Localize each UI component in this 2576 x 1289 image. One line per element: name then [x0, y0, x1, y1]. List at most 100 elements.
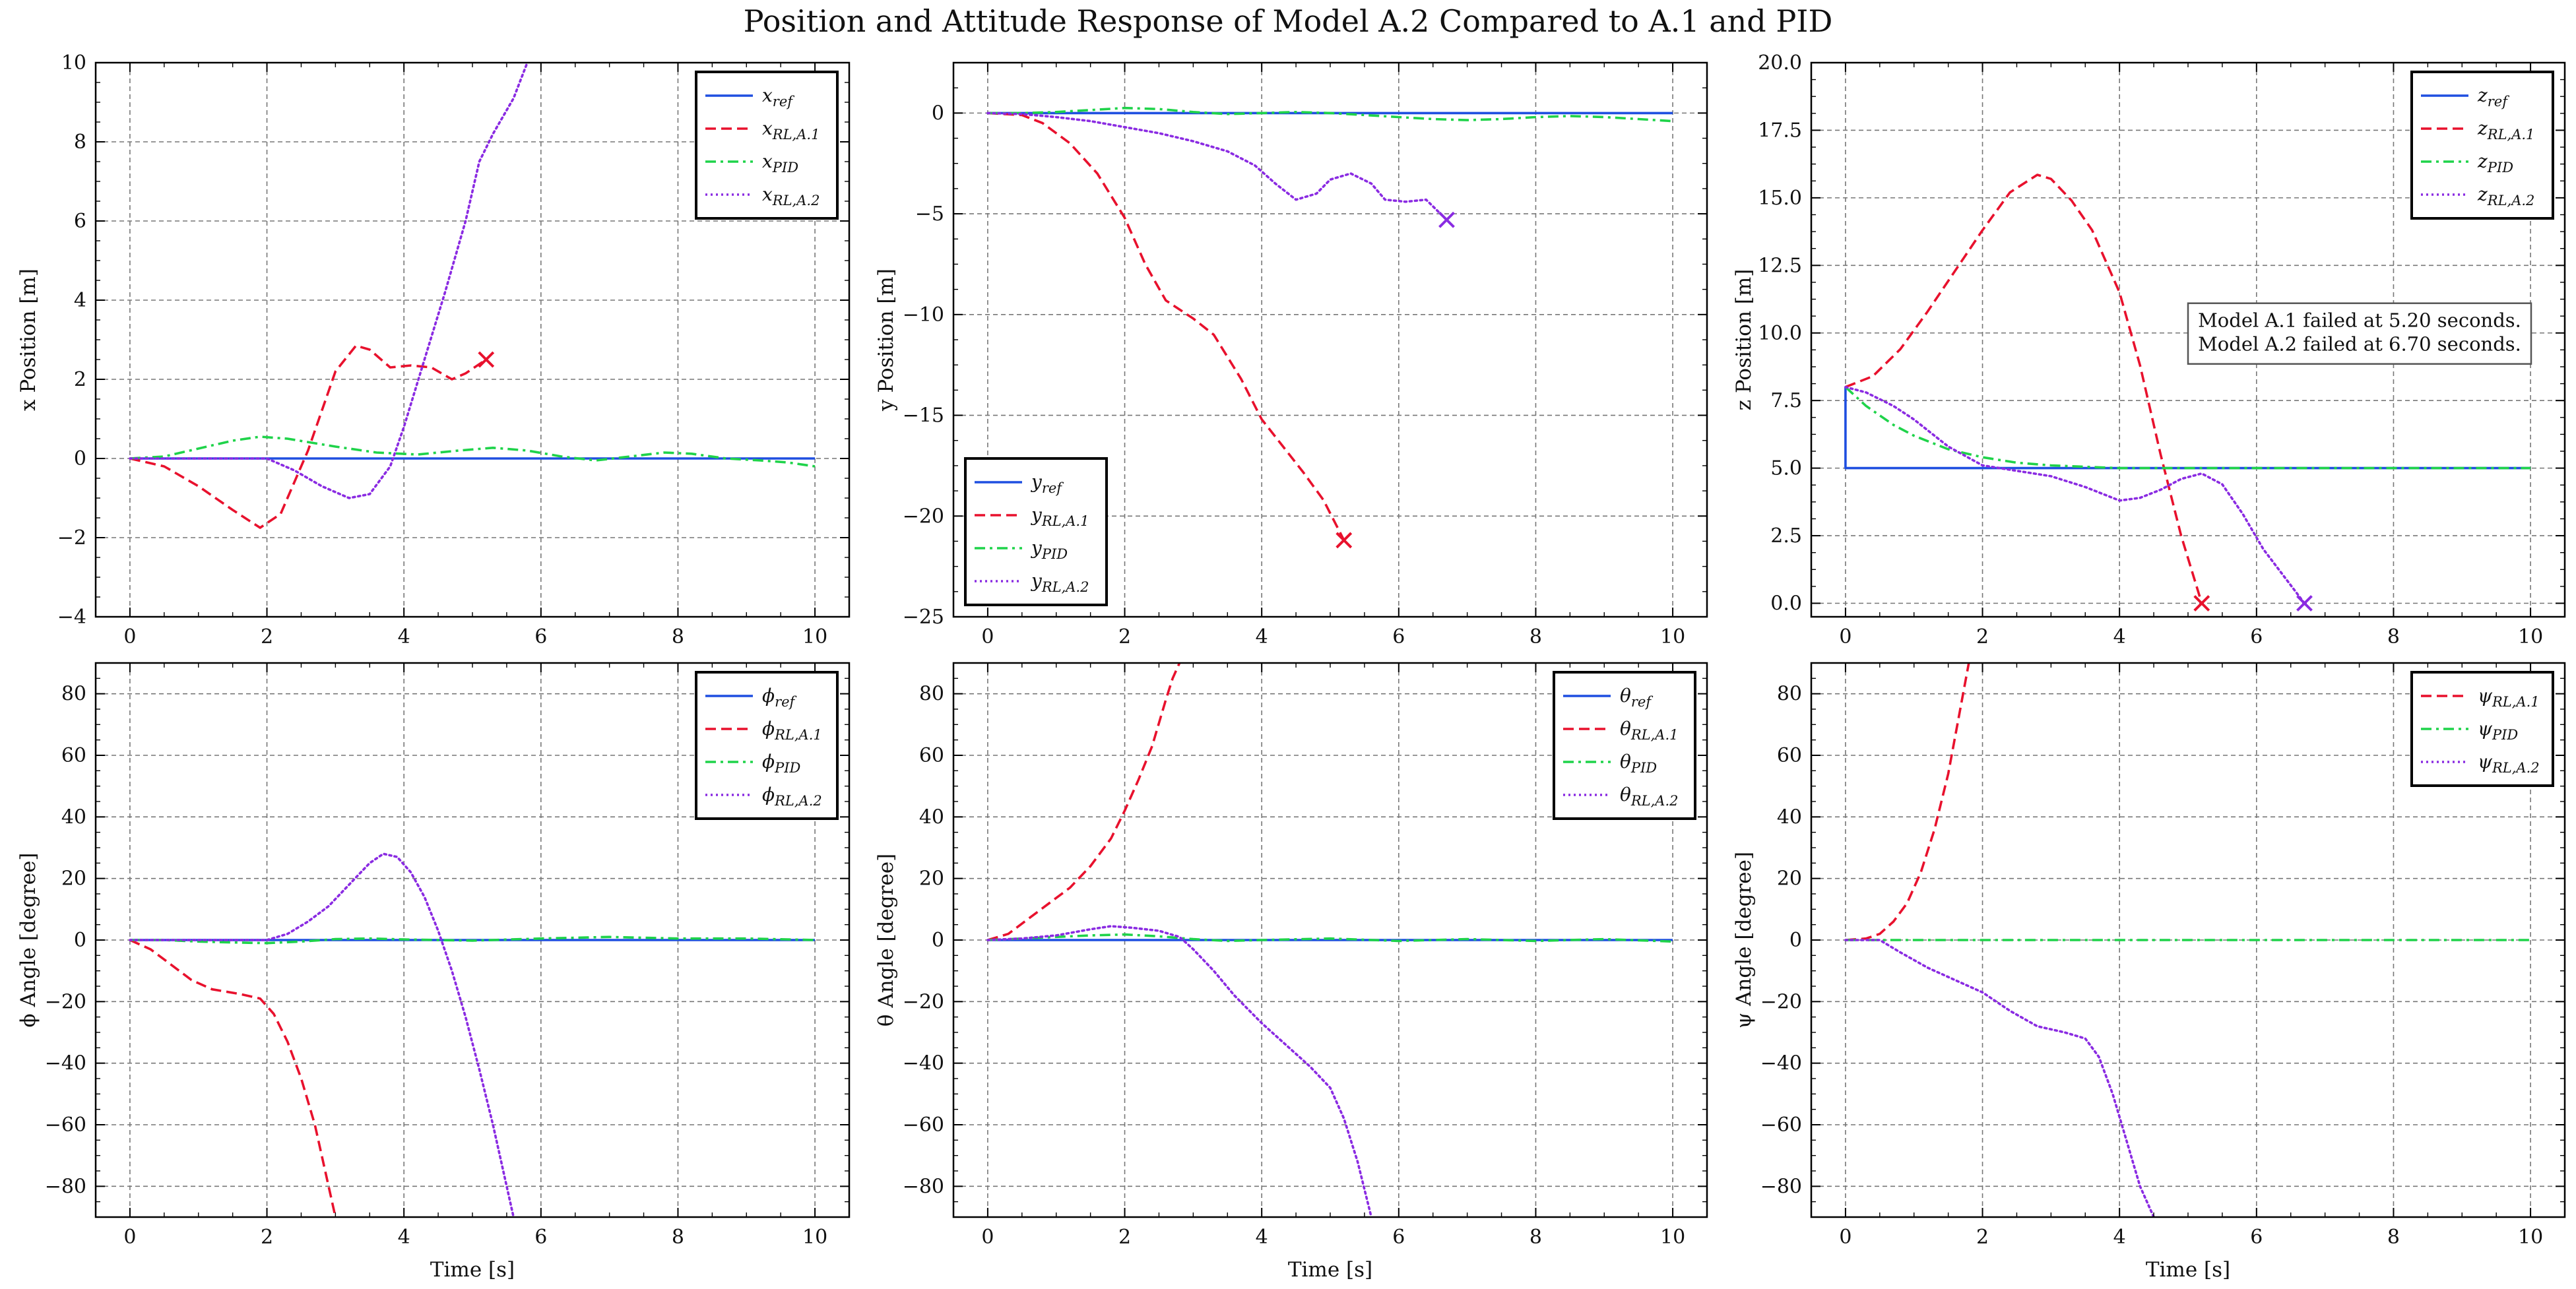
failure-marker: [2193, 595, 2210, 612]
y-tick-label: 2: [74, 368, 86, 391]
legend-label: yref: [1030, 471, 1064, 496]
series-line-a1: [129, 939, 337, 1217]
y-tick-label: 60: [919, 744, 944, 767]
x-tick-label: 0: [981, 625, 994, 648]
series-line-ref: [1844, 387, 2531, 470]
legend-label: ϕPID: [762, 751, 801, 776]
annotation-line: Model A.2 failed at 6.70 seconds.: [2198, 333, 2521, 356]
y-tick-label: 40: [61, 805, 86, 829]
y-tick-label: −40: [903, 1052, 944, 1075]
legend-label: θRL,A.2: [1620, 784, 1679, 809]
y-tick-label: −4: [57, 606, 86, 629]
y-tick-label: −10: [903, 303, 944, 327]
legend-label: ψRL,A.2: [2478, 751, 2540, 776]
y-tick-label: −80: [45, 1175, 86, 1198]
y-tick-label: 8: [74, 131, 86, 154]
legend-label: ψRL,A.1: [2478, 685, 2540, 710]
legend-label: ϕRL,A.1: [762, 718, 822, 743]
y-tick-label: −5: [915, 203, 944, 226]
failure-marker: [1438, 211, 1455, 228]
y-tick-label: 0: [932, 929, 944, 952]
y-tick-label: −60: [903, 1114, 944, 1137]
x-tick-label: 8: [672, 1226, 684, 1249]
legend-label: zref: [2477, 84, 2509, 110]
series-line-a2: [129, 63, 529, 499]
x-axis-label: Time [s]: [430, 1258, 515, 1282]
y-tick-label: 80: [919, 683, 944, 706]
y-tick-label: −2: [57, 526, 86, 550]
x-tick-label: 6: [2250, 1226, 2263, 1249]
x-tick-label: 4: [2113, 625, 2126, 648]
series-group: [129, 63, 816, 529]
x-axis-label: Time [s]: [1288, 1258, 1372, 1282]
y-axis-label: θ Angle [degree]: [874, 854, 898, 1027]
x-tick-label: 6: [1392, 625, 1405, 648]
panel-bottom-right: 0 2 4 6 8 10 −80 −60 −40 −20 0 20 40 60 80 Time [s] ψ An…: [1732, 662, 2566, 1282]
x-tick-label: 6: [2250, 625, 2263, 648]
x-axis-label: Time [s]: [2146, 1258, 2230, 1282]
legend: ϕref ϕRL,A.1 ϕPID ϕRL,A.2: [695, 671, 839, 820]
y-tick-label: 80: [61, 683, 86, 706]
x-tick-label: 0: [1839, 625, 1852, 648]
y-tick-label: 40: [919, 805, 944, 829]
annotation-line: Model A.1 failed at 5.20 seconds.: [2198, 309, 2521, 332]
series-group: [986, 663, 1673, 1217]
legend-label: ϕref: [762, 685, 797, 710]
x-tick-label: 0: [123, 625, 136, 648]
x-tick-label: 8: [2387, 625, 2400, 648]
y-tick-label: −40: [45, 1052, 86, 1075]
series-line-a1: [1845, 663, 1970, 941]
y-tick-label: −80: [903, 1175, 944, 1198]
series-line-a1: [987, 111, 1345, 541]
legend-label: ψPID: [2478, 718, 2518, 743]
y-tick-label: 17.5: [1758, 119, 1802, 142]
legend-label: yRL,A.1: [1030, 504, 1089, 529]
y-tick-label: 4: [74, 289, 86, 312]
y-tick-label: 0: [74, 447, 86, 470]
x-tick-label: 8: [2387, 1226, 2400, 1249]
series-group: [1844, 173, 2531, 605]
series-line-a1: [1845, 173, 2203, 604]
x-tick-label: 4: [1256, 1226, 1268, 1249]
y-tick-label: 0.0: [1770, 592, 1802, 615]
x-tick-label: 8: [672, 625, 684, 648]
series-line-pid: [987, 933, 1673, 943]
series-line-a2: [1844, 939, 2155, 1217]
series-line-a2: [129, 852, 515, 1217]
y-tick-label: 0: [932, 102, 944, 125]
y-tick-label: −80: [1760, 1175, 1802, 1198]
x-tick-label: 8: [1530, 1226, 1542, 1249]
x-tick-label: 0: [123, 1226, 136, 1249]
series-line-a2: [986, 925, 1373, 1217]
legend-label: θRL,A.1: [1620, 718, 1679, 743]
x-tick-label: 10: [1660, 1226, 1685, 1249]
y-tick-label: 60: [61, 744, 86, 767]
panel-top-right: 0 2 4 6 8 10 0.0 2.5 5.0 7.5 10.0 12.5 15.0 17.5 20.0 z…: [1732, 51, 2566, 648]
legend-label: xRL,A.2: [762, 183, 820, 208]
y-tick-label: 10: [61, 51, 86, 75]
failure-marker: [1336, 532, 1353, 549]
panel-bottom-middle: 0 2 4 6 8 10 −80 −60 −40 −20 0 20 40 60 80 Time [s] θ An…: [874, 662, 1708, 1282]
y-tick-label: 6: [74, 210, 86, 233]
y-tick-label: 0: [1789, 929, 1802, 952]
y-tick-label: 15.0: [1758, 187, 1802, 210]
series-line-pid: [1844, 386, 2531, 470]
y-tick-label: 10.0: [1758, 322, 1802, 345]
series-line-pid: [129, 935, 816, 945]
legend: yref yRL,A.1 yPID yRL,A.2: [964, 457, 1108, 606]
x-tick-label: 8: [1530, 625, 1542, 648]
y-axis-label: x Position [m]: [16, 268, 40, 411]
legend-label: θPID: [1620, 751, 1657, 776]
x-tick-label: 2: [261, 625, 273, 648]
legend-label: xref: [762, 84, 794, 110]
series-group: [129, 852, 816, 1217]
legend-label: zRL,A.2: [2477, 183, 2534, 208]
y-tick-label: 12.5: [1758, 254, 1802, 277]
x-tick-label: 6: [1392, 1226, 1405, 1249]
legend-label: xPID: [762, 150, 798, 175]
x-tick-label: 4: [398, 625, 410, 648]
y-axis-label: y Position [m]: [874, 268, 898, 412]
x-tick-label: 10: [2518, 625, 2543, 648]
x-tick-label: 0: [981, 1226, 994, 1249]
x-tick-label: 2: [1118, 625, 1131, 648]
